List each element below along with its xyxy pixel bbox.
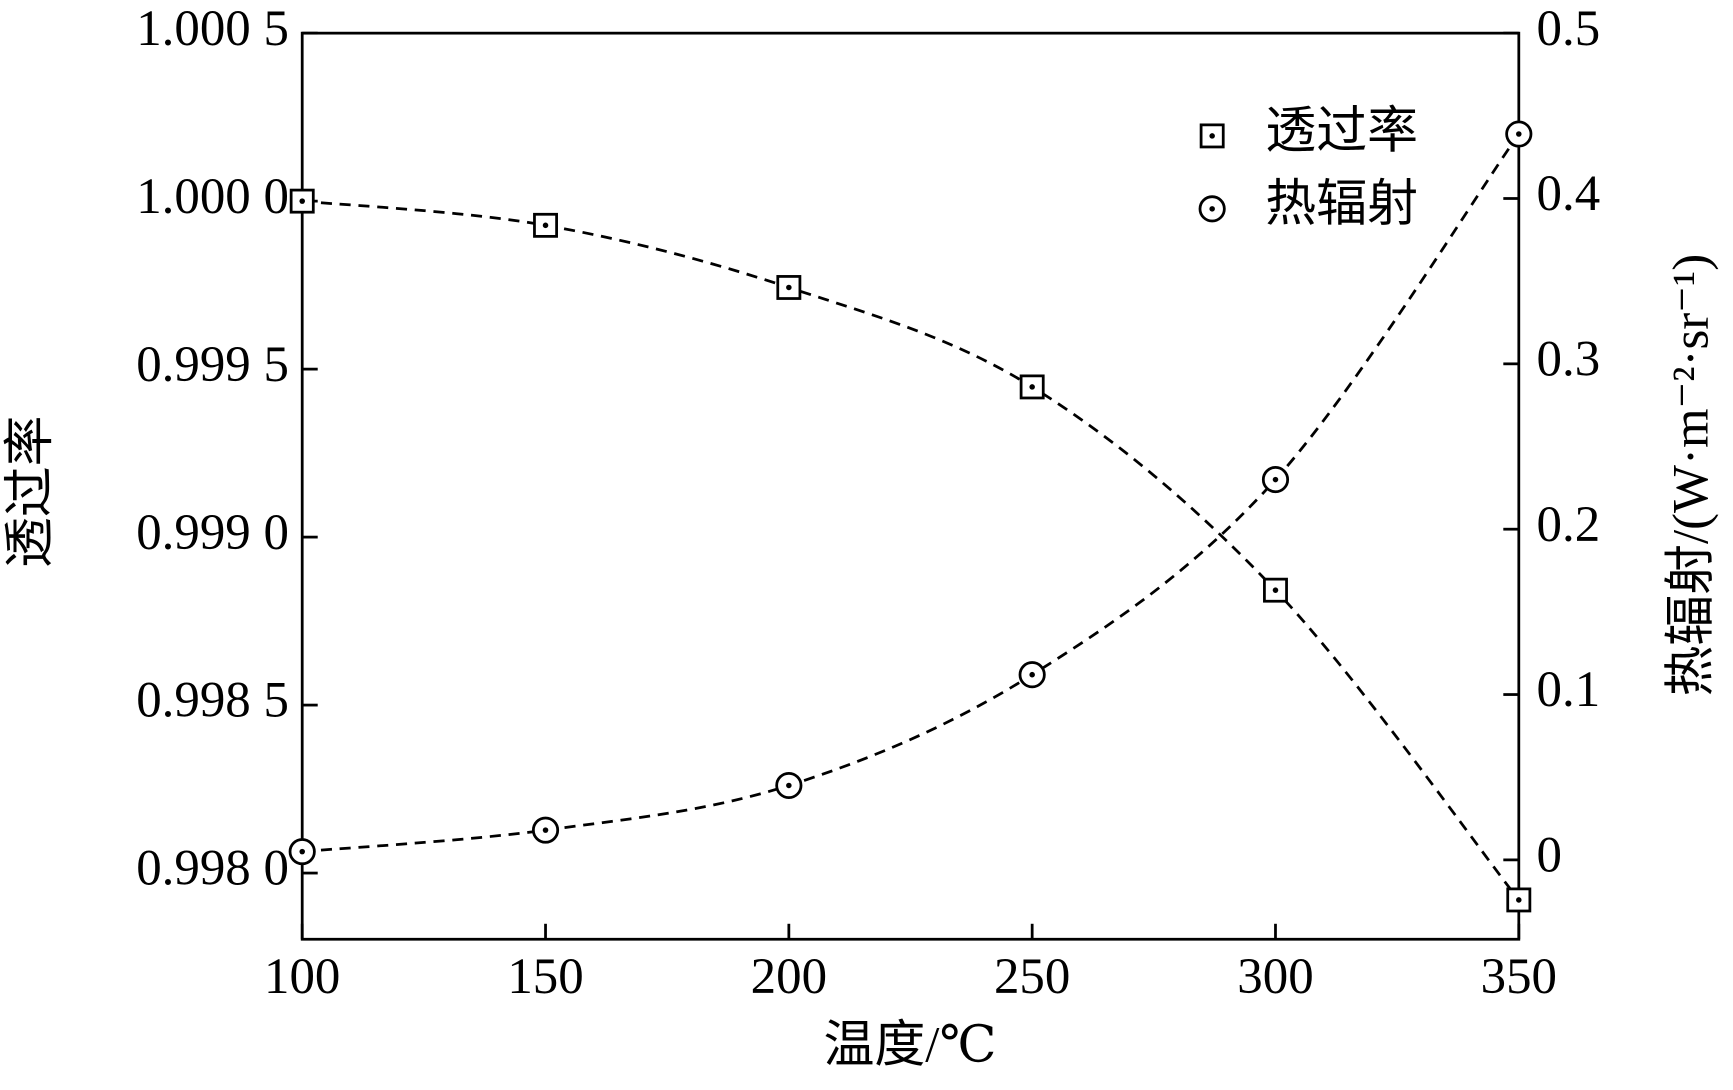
fit-line xyxy=(302,199,1520,901)
marker-dot xyxy=(299,848,305,855)
y-tick-label: 0.998 5 xyxy=(136,673,289,729)
marker-dot xyxy=(1272,587,1279,593)
y-tick-label: 0.999 0 xyxy=(136,505,289,561)
marker-dot xyxy=(1516,897,1522,903)
marker-dot xyxy=(542,222,549,229)
y-tick-label: 0.999 5 xyxy=(136,337,289,393)
y-tick-label: 0.998 0 xyxy=(136,841,289,897)
x-tick-label: 250 xyxy=(994,949,1070,1005)
marker-dot xyxy=(1209,133,1215,139)
x-tick-label: 150 xyxy=(507,949,583,1005)
y2-tick-label: 0.4 xyxy=(1537,166,1601,222)
marker-dot xyxy=(542,827,549,833)
x-tick-label: 100 xyxy=(264,949,340,1005)
y2-tick-label: 0 xyxy=(1537,828,1562,884)
plot-frame xyxy=(300,31,1521,941)
x-tick-label: 300 xyxy=(1237,949,1313,1005)
marker-dot xyxy=(299,198,305,204)
marker-dot xyxy=(1209,206,1215,212)
marker-dot xyxy=(1516,131,1522,137)
marker-dot xyxy=(1029,384,1035,390)
y-axis-label: 透过率 xyxy=(3,415,59,567)
marker-dot xyxy=(1272,476,1279,483)
y-tick-label: 1.000 5 xyxy=(136,1,289,57)
marker-dot xyxy=(786,782,792,789)
marker-dot xyxy=(1029,671,1035,678)
y-tick-label: 1.000 0 xyxy=(136,169,289,225)
x-axis-label: 温度/℃ xyxy=(824,1017,997,1073)
legend-label: 透过率 xyxy=(1265,104,1418,160)
y2-tick-label: 0.2 xyxy=(1537,497,1601,553)
x-tick-label: 200 xyxy=(751,949,827,1005)
fit-line xyxy=(302,133,1520,853)
x-tick-label: 350 xyxy=(1481,949,1557,1005)
y2-tick-label: 0.5 xyxy=(1537,1,1601,57)
marker-dot xyxy=(786,284,792,291)
plot-group: 温度/℃ 透过率 热辐射/(W·m⁻²·sr⁻¹) 100 150 200 250 30… xyxy=(3,1,1720,1074)
y2-tick-label: 0.3 xyxy=(1537,332,1601,388)
y2-axis-label: 热辐射/(W·m⁻²·sr⁻¹) xyxy=(1664,254,1720,697)
legend-label: 热辐射 xyxy=(1265,177,1418,233)
y2-tick-label: 0.1 xyxy=(1537,662,1601,718)
